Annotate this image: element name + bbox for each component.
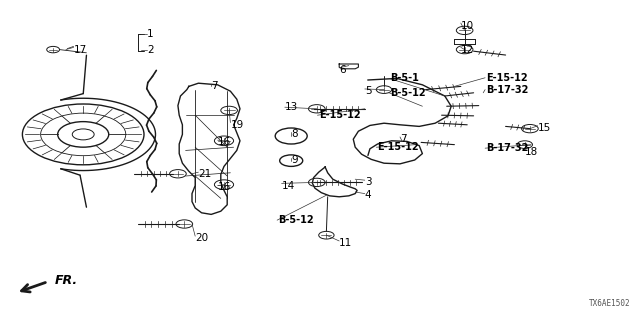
Text: E-15-12: E-15-12 [319, 110, 360, 120]
Text: 12: 12 [461, 44, 474, 55]
Text: 11: 11 [339, 238, 353, 248]
Text: 9: 9 [291, 155, 298, 165]
Text: 14: 14 [282, 180, 295, 191]
Text: 16: 16 [218, 137, 231, 148]
Text: E-15-12: E-15-12 [378, 142, 419, 152]
Text: B-17-32: B-17-32 [486, 143, 529, 153]
Text: B-17-32: B-17-32 [486, 84, 529, 95]
Text: 7: 7 [211, 81, 218, 92]
Text: 19: 19 [230, 120, 244, 130]
Text: 5: 5 [365, 86, 371, 96]
Text: 3: 3 [365, 177, 371, 188]
Text: B-5-12: B-5-12 [390, 88, 426, 98]
Text: 2: 2 [147, 44, 154, 55]
Text: 13: 13 [285, 102, 298, 112]
Text: 16: 16 [218, 182, 231, 192]
Text: 20: 20 [195, 233, 209, 244]
Text: 4: 4 [365, 190, 371, 200]
Text: 17: 17 [74, 44, 87, 55]
Text: 7: 7 [400, 134, 406, 144]
Text: 15: 15 [538, 123, 551, 133]
Text: 8: 8 [291, 129, 298, 140]
Text: B-5-1: B-5-1 [390, 73, 419, 84]
Text: 6: 6 [339, 65, 346, 76]
Text: TX6AE1502: TX6AE1502 [589, 299, 630, 308]
Text: FR.: FR. [54, 275, 77, 287]
Text: E-15-12: E-15-12 [486, 73, 528, 83]
Text: 21: 21 [198, 169, 212, 180]
Text: 1: 1 [147, 28, 154, 39]
Text: 18: 18 [525, 147, 538, 157]
Text: B-5-12: B-5-12 [278, 215, 314, 225]
Text: 10: 10 [461, 20, 474, 31]
